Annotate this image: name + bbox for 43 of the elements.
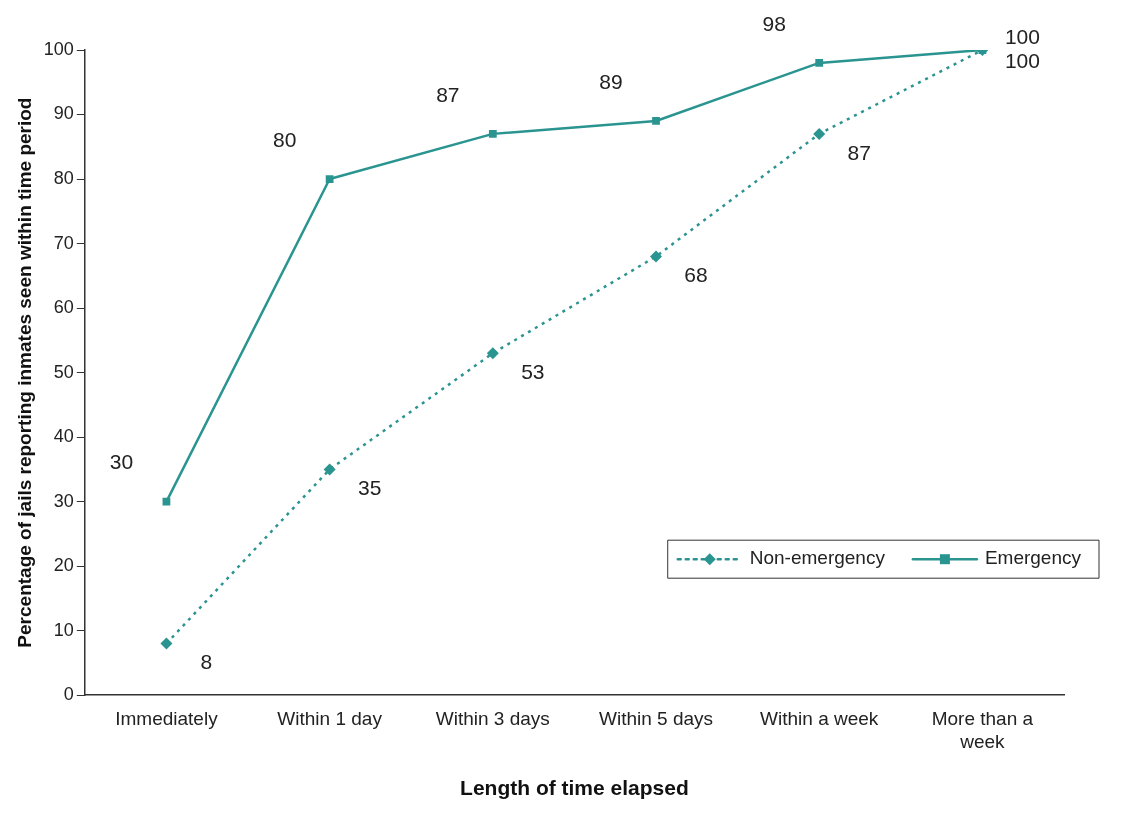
y-tick-label: 90 bbox=[53, 103, 74, 124]
data-label: 30 bbox=[109, 450, 134, 474]
y-tick-label: 50 bbox=[53, 361, 74, 382]
y-tick-label: 40 bbox=[53, 426, 74, 447]
x-tick-label: Within 5 days bbox=[598, 707, 714, 729]
point bbox=[650, 250, 663, 263]
y-tick-label: 80 bbox=[53, 168, 74, 189]
point bbox=[813, 127, 826, 140]
point bbox=[652, 117, 660, 125]
y-tick-label: 60 bbox=[53, 297, 74, 318]
point bbox=[162, 497, 171, 506]
point bbox=[815, 59, 824, 67]
data-label: 80 bbox=[272, 127, 297, 151]
data-label: 68 bbox=[684, 263, 708, 287]
y-tick-label: 0 bbox=[63, 684, 74, 705]
x-tick-label: Within 3 days bbox=[435, 707, 550, 729]
data-label: 89 bbox=[599, 69, 623, 93]
point bbox=[488, 129, 497, 138]
data-label: 98 bbox=[762, 11, 786, 35]
x-tick-label: Immediately bbox=[115, 707, 219, 729]
x-tick-label: More than a week bbox=[931, 707, 1034, 752]
y-tick-label: 30 bbox=[53, 490, 74, 511]
x-axis-title: Length of time elapsed bbox=[460, 776, 689, 800]
y-axis-title: Percentage of jails reporting inmates seen within time period bbox=[13, 97, 35, 648]
x-tick-label: Within 1 day bbox=[277, 707, 383, 729]
point bbox=[160, 637, 173, 650]
data-label: 87 bbox=[436, 82, 460, 106]
y-tick-label: 100 bbox=[43, 38, 74, 59]
y-tick-label: 20 bbox=[53, 555, 74, 576]
data-label: 100 bbox=[1004, 48, 1040, 72]
legend-label: Non-emergency bbox=[749, 547, 886, 569]
data-label: 53 bbox=[521, 360, 545, 384]
data-label: 8 bbox=[200, 650, 213, 674]
y-tick-label: 70 bbox=[53, 232, 74, 253]
data-label: 35 bbox=[357, 476, 382, 500]
legend-label: Emergency bbox=[984, 547, 1082, 569]
x-tick-label: Within a week bbox=[760, 707, 879, 729]
data-label: 87 bbox=[847, 140, 871, 164]
y-tick-label: 10 bbox=[53, 619, 74, 640]
data-label: 100 bbox=[1004, 24, 1040, 48]
point bbox=[486, 347, 499, 360]
point bbox=[325, 175, 334, 183]
point bbox=[323, 463, 336, 476]
